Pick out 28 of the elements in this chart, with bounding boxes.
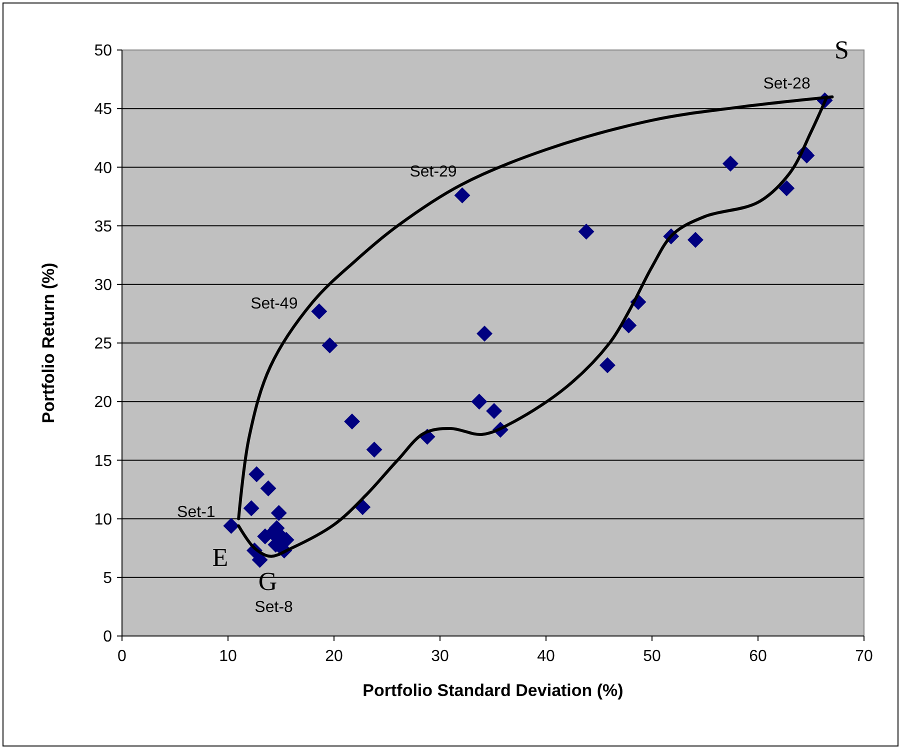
x-axis-title: Portfolio Standard Deviation (%) <box>362 681 624 700</box>
annotation: Set-8 <box>254 598 294 616</box>
y-tick-label: 15 <box>94 452 112 470</box>
x-tick-label: 70 <box>855 648 873 665</box>
x-tick-label: 0 <box>118 648 127 665</box>
annotation: E <box>212 542 228 572</box>
y-tick-label: 35 <box>94 218 112 236</box>
y-tick-label: 30 <box>94 277 112 294</box>
x-tick-label: 10 <box>219 648 237 665</box>
y-tick-label: 0 <box>103 628 112 646</box>
annotation: S <box>834 35 850 64</box>
annotation: Set-28 <box>763 75 810 92</box>
annotation: Set-1 <box>177 504 216 521</box>
x-tick-label: 30 <box>431 648 449 665</box>
x-tick-label: 60 <box>749 648 767 665</box>
y-tick-label: 20 <box>94 394 112 412</box>
annotation: Set-49 <box>250 295 298 312</box>
annotation: Set-29 <box>410 163 457 180</box>
x-tick-label: 20 <box>325 648 343 665</box>
y-axis-title: Portfolio Return (%) <box>39 262 58 424</box>
y-tick-label: 10 <box>94 511 112 528</box>
x-tick-label: 40 <box>537 648 555 665</box>
y-tick-label: 50 <box>94 42 112 60</box>
y-tick-label: 40 <box>94 160 112 177</box>
y-tick-label: 25 <box>94 336 112 353</box>
y-tick-label: 45 <box>94 101 112 118</box>
x-tick-label: 50 <box>643 648 661 665</box>
y-tick-label: 5 <box>103 570 112 587</box>
